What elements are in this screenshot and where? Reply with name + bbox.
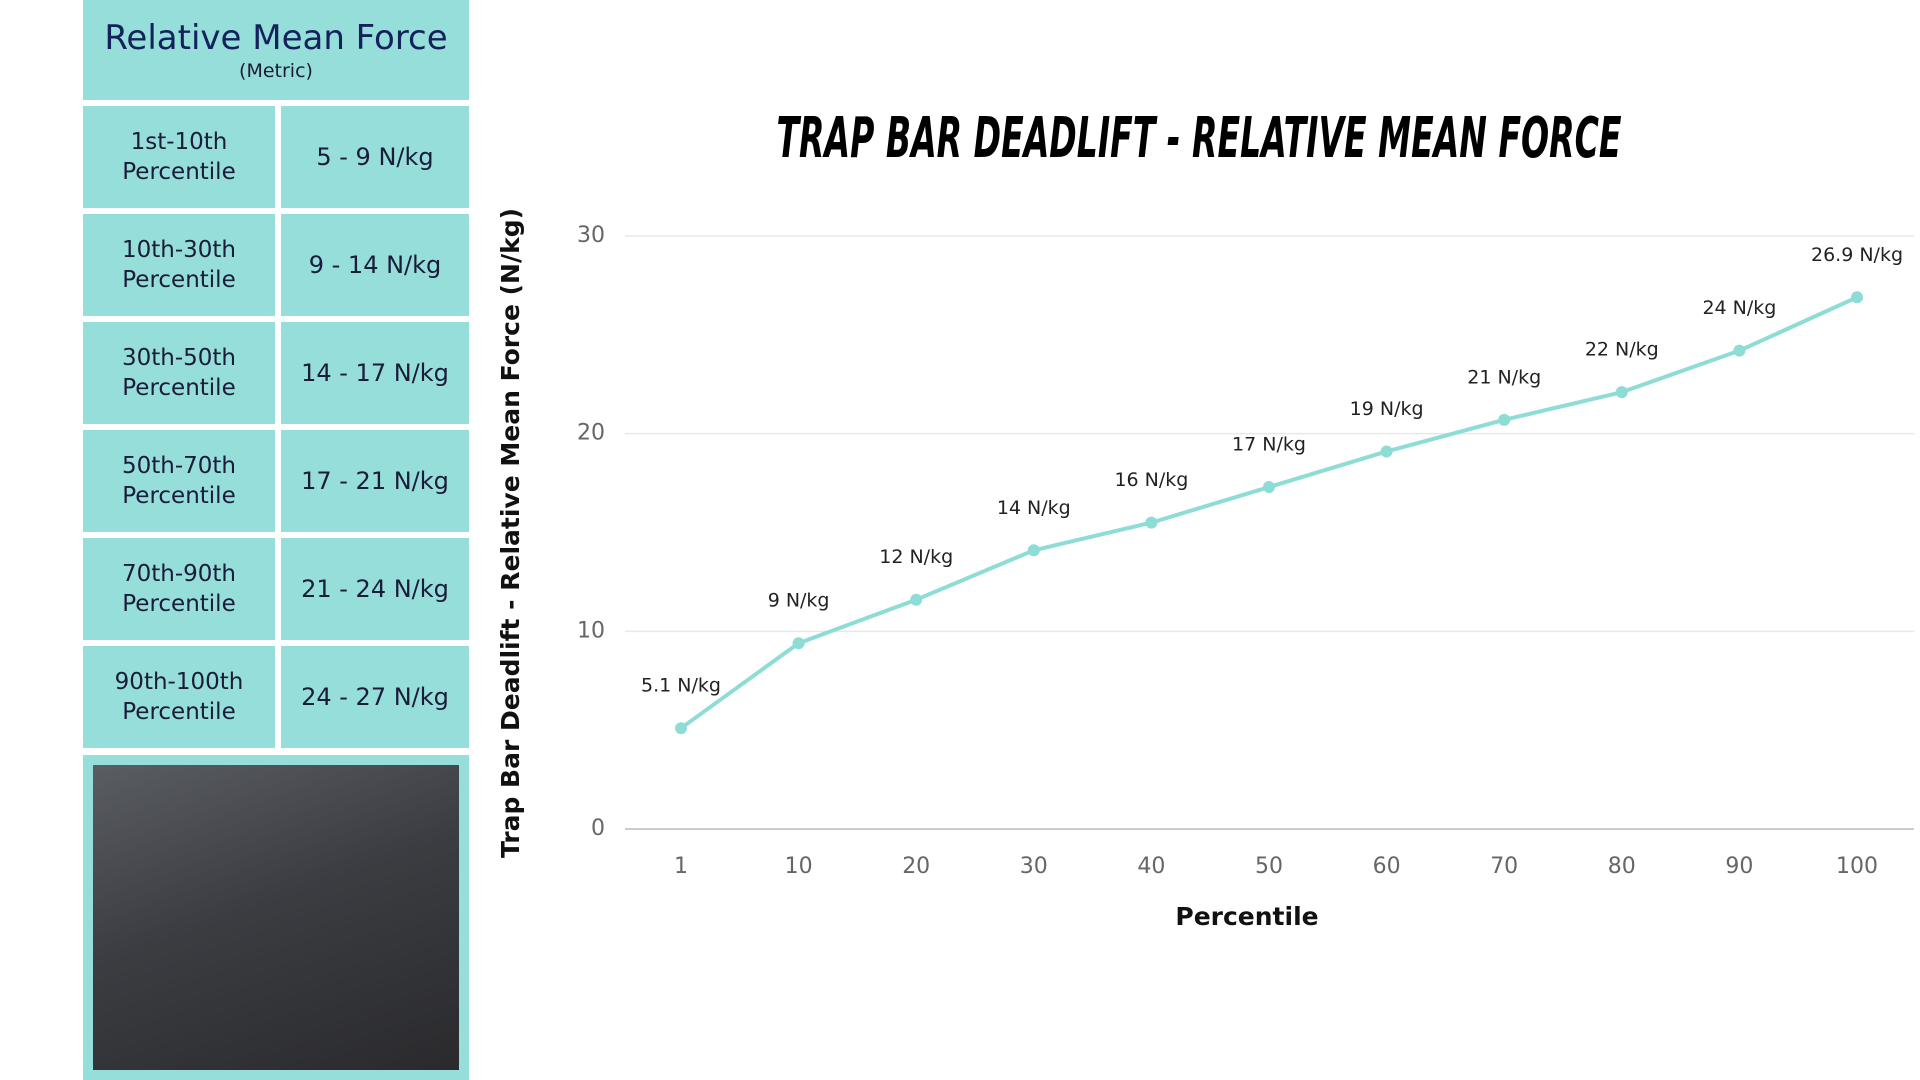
- percentile-cell: 30th-50th Percentile: [83, 322, 275, 424]
- data-point: [675, 722, 687, 735]
- data-label: 21 N/kg: [1467, 366, 1541, 388]
- data-label: 24 N/kg: [1702, 297, 1776, 319]
- percentile-cell: 70th-90th Percentile: [83, 538, 275, 640]
- photo: [83, 755, 469, 1080]
- table-subtitle: (Metric): [239, 60, 313, 82]
- data-label: 14 N/kg: [997, 497, 1071, 519]
- y-tick-label: 20: [577, 421, 605, 446]
- data-label: 12 N/kg: [879, 546, 953, 568]
- data-point: [1145, 516, 1158, 529]
- data-label: 19 N/kg: [1350, 398, 1424, 420]
- x-tick-label: 1: [674, 854, 688, 879]
- x-tick-label: 40: [1137, 854, 1165, 879]
- table-title: Relative Mean Force: [104, 18, 448, 58]
- reference-panel: Relative Mean Force (Metric) 1st-10th Pe…: [83, 0, 469, 1080]
- data-point: [1851, 291, 1863, 304]
- x-tick-label: 60: [1373, 854, 1401, 879]
- photo-image: [93, 765, 459, 1070]
- data-point: [1380, 445, 1393, 458]
- range-cell: 17 - 21 N/kg: [281, 430, 469, 532]
- x-tick-label: 50: [1255, 854, 1283, 879]
- percentile-cell: 1st-10th Percentile: [83, 106, 275, 208]
- percentile-cell: 50th-70th Percentile: [83, 430, 275, 532]
- table-header: Relative Mean Force (Metric): [83, 0, 469, 100]
- data-label: 5.1 N/kg: [641, 675, 721, 697]
- data-label: 22 N/kg: [1585, 339, 1659, 361]
- data-point: [1263, 481, 1275, 494]
- x-tick-label: 90: [1725, 854, 1753, 879]
- range-cell: 24 - 27 N/kg: [281, 646, 469, 748]
- data-point: [1498, 413, 1511, 426]
- range-cell: 21 - 24 N/kg: [281, 538, 469, 640]
- data-point: [1615, 386, 1628, 399]
- x-tick-label: 70: [1490, 854, 1518, 879]
- x-tick-label: 30: [1020, 854, 1048, 879]
- data-line: [679, 295, 1858, 730]
- chart-title: TRAP BAR DEADLIFT - RELATIVE MEAN FORCE: [777, 106, 1622, 171]
- x-axis-label: Percentile: [1175, 902, 1318, 931]
- range-cell: 5 - 9 N/kg: [281, 106, 469, 208]
- x-tick-label: 80: [1608, 854, 1636, 879]
- y-tick-label: 30: [577, 223, 605, 248]
- percentile-cell: 90th-100th Percentile: [83, 646, 275, 748]
- range-cell: 14 - 17 N/kg: [281, 322, 469, 424]
- percentile-cell: 10th-30th Percentile: [83, 214, 275, 316]
- data-point: [1733, 344, 1746, 357]
- x-tick-label: 10: [785, 854, 813, 879]
- x-tick-label: 20: [902, 854, 930, 879]
- y-axis-label: Trap Bar Deadlift - Relative Mean Force …: [496, 208, 525, 858]
- data-label: 17 N/kg: [1232, 434, 1306, 456]
- y-tick-label: 10: [577, 618, 605, 643]
- data-label: 26.9 N/kg: [1811, 244, 1903, 266]
- data-point: [792, 637, 805, 650]
- data-label: 9 N/kg: [768, 590, 830, 612]
- data-point: [910, 593, 923, 606]
- data-point: [1027, 544, 1040, 557]
- data-label: 16 N/kg: [1114, 469, 1188, 491]
- x-tick-label: 100: [1836, 854, 1878, 879]
- y-tick-label: 0: [591, 816, 605, 841]
- range-cell: 9 - 14 N/kg: [281, 214, 469, 316]
